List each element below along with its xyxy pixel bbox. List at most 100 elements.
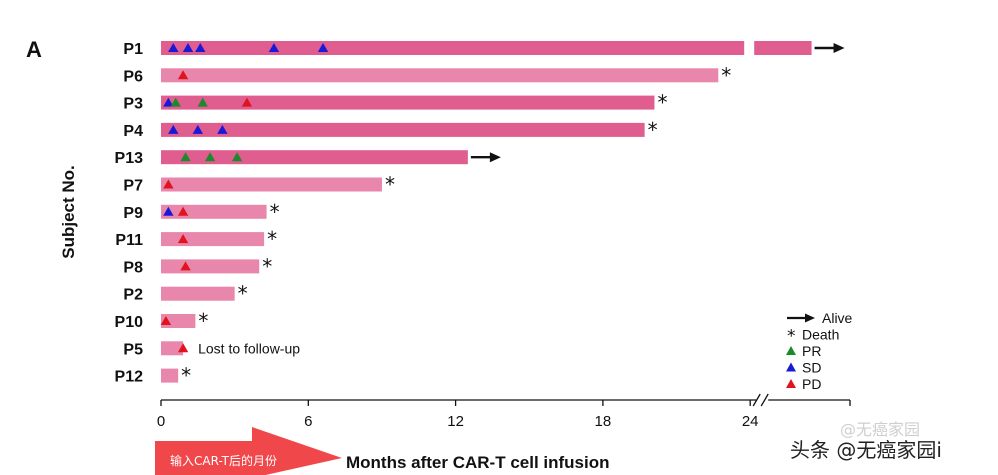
subject-label: P2	[123, 287, 143, 304]
axis-break-mark	[752, 393, 761, 407]
legend-item: PD	[786, 376, 821, 392]
response-marker-sd	[168, 124, 179, 134]
legend-label: PR	[802, 343, 821, 359]
alive-arrow	[489, 152, 501, 163]
response-marker-pr	[197, 97, 208, 107]
death-marker: *	[181, 364, 191, 388]
triangle-icon	[786, 379, 796, 388]
subject-row: P6 *	[123, 63, 731, 87]
death-marker: *	[270, 200, 280, 224]
x-tick-label: 6	[304, 413, 312, 430]
response-marker-sd	[168, 43, 179, 52]
x-tick-label: 12	[447, 413, 464, 430]
subject-label: P12	[115, 369, 144, 386]
legend-label: SD	[802, 360, 821, 376]
subject-label: P1	[123, 41, 143, 58]
death-marker: *	[262, 254, 272, 278]
subject-row: P3 *	[123, 91, 667, 115]
panel-label: A	[26, 37, 42, 62]
response-marker-pd	[177, 70, 189, 80]
response-marker-pd	[163, 179, 174, 189]
subject-row: P9 *	[123, 200, 279, 224]
response-marker-sd	[182, 43, 194, 52]
watermark-text: 头条 @无癌家园i	[790, 438, 942, 462]
response-marker-sd	[163, 206, 174, 216]
response-marker-pd	[177, 343, 189, 353]
subject-row: P11 *	[115, 227, 277, 251]
subject-label: P5	[123, 341, 143, 358]
alive-arrow	[833, 43, 845, 53]
death-marker: *	[198, 309, 208, 333]
subject-label: P6	[123, 68, 143, 85]
response-marker-sd	[195, 43, 206, 52]
subject-label: P8	[123, 259, 143, 276]
bars-layer: P1 P6 * P3 * P4 * P13 P7 * P9 * P11 * P8 * P2 * P10 * P5 Lost…	[115, 41, 845, 388]
death-marker: *	[238, 282, 248, 306]
legend-item: Alive	[787, 310, 853, 326]
y-axis-title: Subject No.	[59, 165, 78, 259]
x-axis: 0 6 12 18 24	[157, 393, 851, 430]
response-marker-sd	[217, 124, 228, 134]
duration-bar	[161, 122, 645, 137]
x-tick-label: 0	[157, 413, 165, 430]
subject-row: P10 *	[115, 309, 209, 333]
alive-arrow-icon	[805, 313, 815, 323]
duration-bar	[754, 41, 812, 55]
response-marker-pd	[180, 261, 191, 271]
response-marker-pd	[177, 234, 189, 244]
subject-label: P4	[123, 123, 143, 140]
x-tick-label: 24	[742, 413, 759, 430]
subject-label: P10	[115, 314, 144, 331]
subject-row: P5 Lost to follow-up	[123, 340, 300, 358]
subject-row: P2 *	[123, 282, 247, 306]
red-arrow-label: 输入CAR-T后的月份	[170, 453, 277, 468]
legend-label: Death	[802, 327, 839, 343]
response-marker-pd	[160, 316, 172, 325]
subject-row: P4 *	[123, 118, 657, 142]
duration-bar	[161, 177, 382, 192]
subject-label: P11	[115, 232, 143, 249]
subject-label: P7	[123, 178, 143, 195]
response-marker-pr	[204, 152, 216, 162]
death-marker: *	[267, 227, 277, 251]
duration-bar	[161, 259, 260, 274]
triangle-icon	[786, 362, 796, 372]
response-marker-pr	[231, 152, 243, 162]
response-marker-sd	[192, 124, 204, 134]
duration-bar	[161, 204, 267, 219]
triangle-icon	[786, 346, 796, 355]
response-marker-pr	[180, 152, 191, 162]
duration-bar	[161, 232, 265, 247]
watermark-faint: @无癌家园	[840, 420, 921, 439]
lost-to-follow-up-note: Lost to follow-up	[198, 340, 300, 356]
duration-bar	[161, 368, 179, 383]
duration-bar	[161, 95, 655, 110]
response-marker-sd	[268, 43, 280, 52]
x-axis-title: Months after CAR-T cell infusion	[346, 453, 610, 472]
duration-bar	[161, 150, 468, 165]
death-marker: *	[648, 118, 658, 142]
response-marker-pd	[177, 206, 189, 216]
duration-bar	[161, 41, 745, 55]
subject-label: P3	[123, 96, 143, 113]
subject-label: P13	[115, 150, 144, 167]
subject-label: P9	[123, 205, 143, 222]
subject-row: P7 *	[123, 173, 395, 197]
asterisk-icon: *	[787, 327, 796, 347]
response-marker-pd	[241, 97, 253, 107]
axis-break-mark	[760, 393, 769, 407]
response-marker-sd	[163, 97, 174, 107]
duration-bar	[161, 286, 235, 301]
subject-row: P8 *	[123, 254, 272, 278]
death-marker: *	[657, 91, 667, 115]
red-arrow-shape	[155, 427, 342, 475]
duration-bar	[161, 341, 184, 356]
response-marker-sd	[317, 43, 329, 52]
subject-row: P1	[123, 41, 845, 58]
legend-label: PD	[802, 376, 821, 392]
subject-row: P12 *	[115, 364, 192, 388]
subject-row: P13	[115, 150, 501, 167]
legend-label: Alive	[822, 310, 853, 326]
